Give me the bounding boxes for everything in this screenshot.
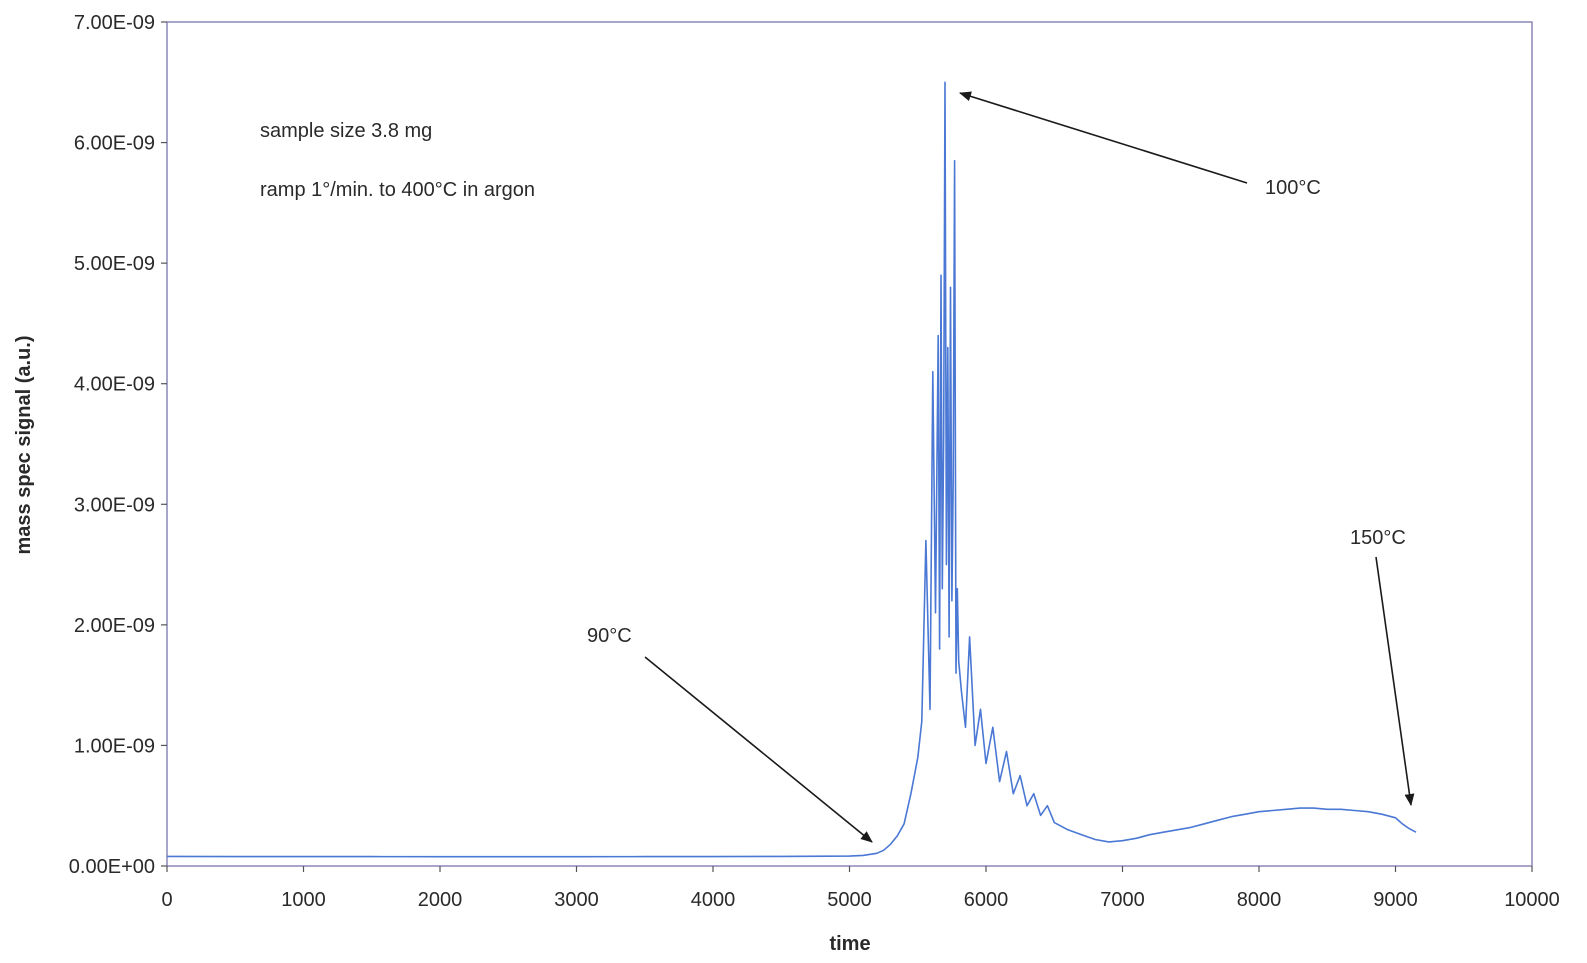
annotation-arrow-150c (1375, 556, 1415, 806)
y-tick-label: 5.00E-09 (74, 253, 155, 275)
y-tick-label: 7.00E-09 (74, 12, 155, 34)
y-tick-label: 6.00E-09 (74, 133, 155, 155)
y-tick-label: 4.00E-09 (74, 374, 155, 396)
x-axis-title: time (829, 933, 870, 955)
x-tick-label: 4000 (691, 889, 736, 911)
plot-area (166, 21, 1533, 867)
x-tick-label: 8000 (1237, 889, 1282, 911)
x-tick-label: 0 (161, 889, 172, 911)
y-tick-label: 2.00E-09 (74, 615, 155, 637)
annotation-label-90c: 90°C (587, 625, 632, 647)
annotation-label-100c: 100°C (1265, 177, 1321, 199)
annotation-label-150c: 150°C (1350, 527, 1406, 549)
y-axis-title: mass spec signal (a.u.) (13, 336, 35, 555)
series-line (166, 81, 1417, 858)
x-tick-label: 6000 (964, 889, 1009, 911)
y-axis: 0.00E+00 1.00E-09 2.00E-09 3.00E-09 4.00E-09… (69, 12, 167, 878)
x-axis: 0 1000 2000 3000 4000 5000 6000 7000 8000 9000 100… (161, 866, 1560, 911)
note-sample-size: sample size 3.8 mg (260, 120, 432, 142)
x-tick-label: 1000 (281, 889, 326, 911)
x-tick-label: 10000 (1504, 889, 1560, 911)
annotation-arrow-100c (959, 91, 1248, 184)
annotation-arrow-90c (644, 656, 873, 843)
x-tick-label: 7000 (1100, 889, 1145, 911)
x-tick-label: 2000 (418, 889, 463, 911)
x-tick-label: 3000 (554, 889, 599, 911)
y-tick-label: 0.00E+00 (69, 856, 155, 878)
x-tick-label: 9000 (1373, 889, 1418, 911)
note-ramp: ramp 1°/min. to 400°C in argon (260, 179, 535, 201)
x-tick-label: 5000 (827, 889, 872, 911)
annotations: 90°C 100°C 150°C (587, 91, 1415, 843)
y-tick-label: 3.00E-09 (74, 494, 155, 516)
y-tick-label: 1.00E-09 (74, 735, 155, 757)
